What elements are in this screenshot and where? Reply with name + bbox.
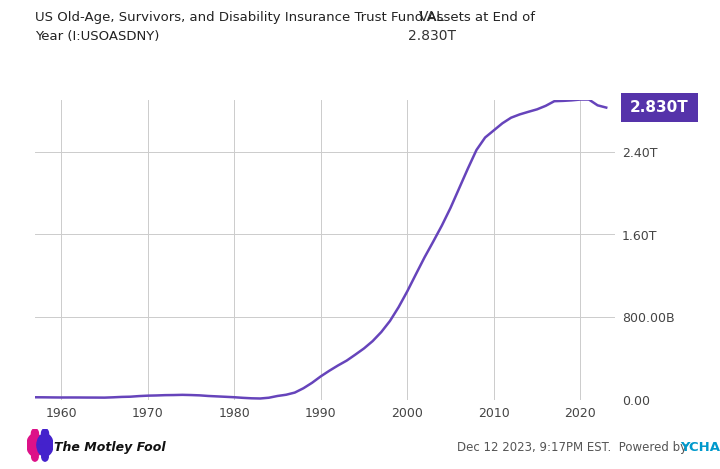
Text: YCHARTS: YCHARTS xyxy=(680,441,720,454)
Text: The Motley Fool: The Motley Fool xyxy=(54,441,166,454)
Wedge shape xyxy=(37,434,53,445)
Text: VAL: VAL xyxy=(419,10,445,24)
Text: 2.830T: 2.830T xyxy=(408,29,456,43)
Text: Year (I:USOASDNY): Year (I:USOASDNY) xyxy=(35,30,160,43)
Circle shape xyxy=(32,452,38,461)
Wedge shape xyxy=(27,434,43,445)
Wedge shape xyxy=(37,445,53,456)
Circle shape xyxy=(42,452,48,461)
Text: Dec 12 2023, 9:17PM EST.  Powered by: Dec 12 2023, 9:17PM EST. Powered by xyxy=(457,441,691,454)
Wedge shape xyxy=(42,429,48,439)
Wedge shape xyxy=(27,445,43,456)
Text: 2.830T: 2.830T xyxy=(630,100,688,115)
Wedge shape xyxy=(32,429,38,439)
Text: US Old-Age, Survivors, and Disability Insurance Trust Fund Assets at End of: US Old-Age, Survivors, and Disability In… xyxy=(35,11,535,24)
